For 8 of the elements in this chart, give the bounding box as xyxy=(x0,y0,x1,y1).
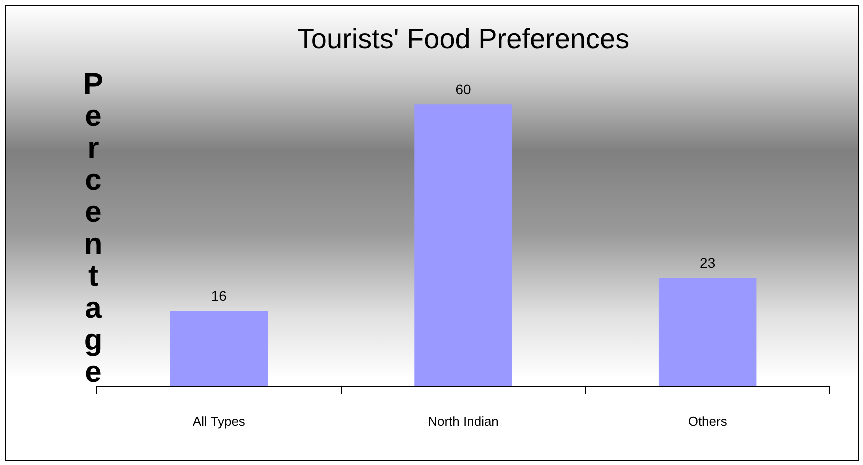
data-label: 60 xyxy=(456,81,472,98)
y-axis-title: Percentage xyxy=(77,68,110,388)
x-tick-label: All Types xyxy=(192,414,246,429)
x-tick-label: North Indian xyxy=(428,414,499,429)
data-label: 23 xyxy=(700,255,716,272)
x-tick-label: Others xyxy=(688,414,728,429)
data-label: 16 xyxy=(211,288,228,304)
chart-title: Tourists' Food Preferences xyxy=(297,24,630,55)
